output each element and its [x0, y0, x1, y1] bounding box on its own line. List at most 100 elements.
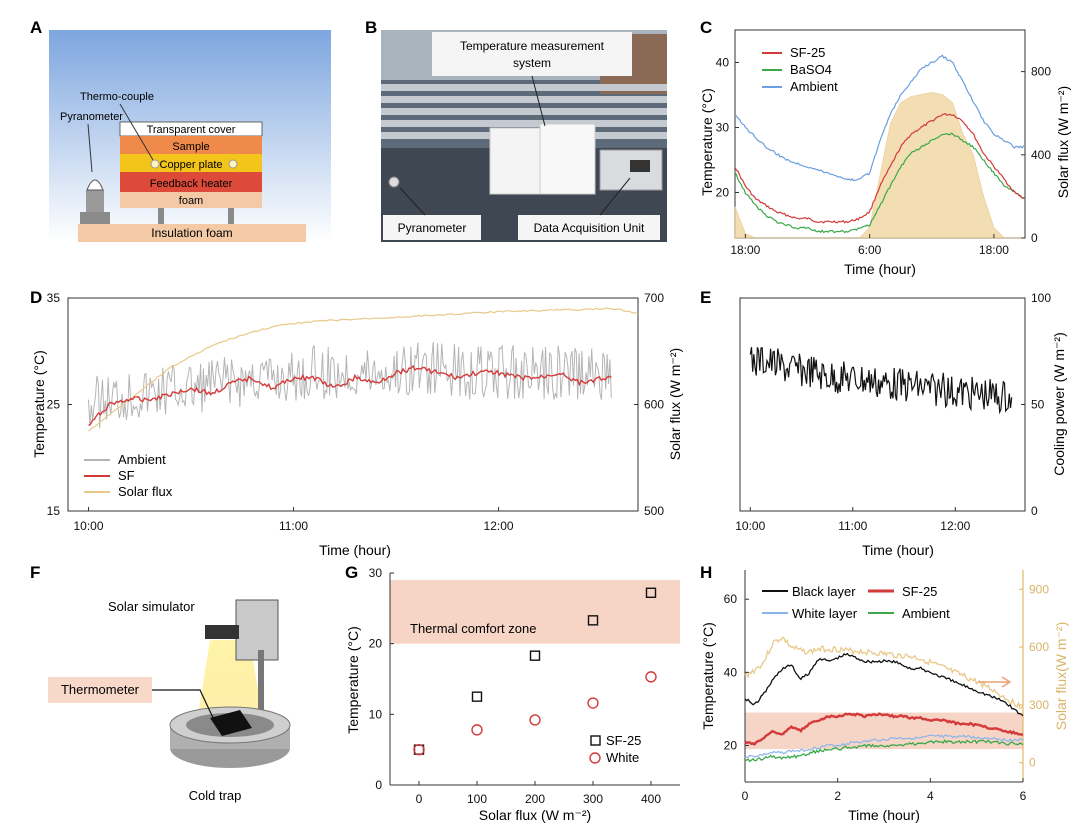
- daq-pointer: [599, 177, 631, 216]
- pyranometer-label-b: Pyranometer: [398, 221, 467, 235]
- d-x-tick-label: 12:00: [484, 519, 514, 533]
- h-y-tick-label: 40: [724, 665, 738, 679]
- d-y2-tick-label: 700: [644, 291, 664, 305]
- thermometer-label: Thermometer: [61, 682, 140, 697]
- d-series-sf: [88, 364, 612, 427]
- sample-layer: [120, 136, 262, 154]
- panel-b: B Temperature measurement system Pyranom…: [365, 18, 667, 242]
- d-y-tick-label: 35: [47, 291, 61, 305]
- h-y2-tick-label: 300: [1029, 698, 1049, 712]
- h-series-solar-flux: [744, 636, 1024, 710]
- photo-pyranometer: [388, 176, 400, 188]
- d-legend-sf: SF: [118, 468, 135, 483]
- h-series-black-layer: [744, 652, 1024, 717]
- h-x-tick-label: 4: [927, 789, 934, 803]
- g-y-tick-label: 0: [375, 778, 382, 792]
- g-x-tick-label: 200: [525, 792, 545, 806]
- insulation-foam-block: [78, 224, 306, 242]
- pyranometer-base: [80, 212, 110, 224]
- c-legend-ambient: Ambient: [790, 79, 838, 94]
- g-x-tick-label: 400: [641, 792, 661, 806]
- h-y2-tick-label: 600: [1029, 640, 1049, 654]
- h-y-tick-label: 20: [724, 738, 738, 752]
- e-data-marks: 10:00 11:00 12:00 0 50 100: [735, 291, 1051, 533]
- c-y2-tick-label: 0: [1031, 231, 1038, 245]
- h-x-tick-label: 6: [1020, 789, 1027, 803]
- panel-h-letter: H: [700, 563, 712, 582]
- panel-d: D 10:00 11:00 12:00 15 25 35 500 600 700 Tempera…: [30, 288, 683, 558]
- thermocouple-dot: [150, 159, 160, 169]
- g-legend-white: White: [606, 750, 639, 765]
- g-legend: SF-25 White: [589, 733, 641, 765]
- temp-system-pointer: [531, 75, 546, 127]
- thermocouple-pointer: [119, 103, 154, 161]
- e-y-axis-label: Cooling power (W m⁻²): [1051, 332, 1067, 476]
- panel-a-letter: A: [30, 18, 42, 37]
- panel-g-letter: G: [345, 563, 358, 582]
- e-y-tick-label: 0: [1031, 504, 1038, 518]
- temp-system-label-2: system: [513, 56, 551, 70]
- d-y-tick-label: 25: [47, 398, 61, 412]
- h-y2-axis-label: Solar flux(W m⁻²): [1053, 622, 1069, 731]
- c-y2-tick-label: 400: [1031, 148, 1051, 162]
- d-series-solar-flux: [88, 307, 639, 432]
- e-x-tick-label: 10:00: [735, 519, 765, 533]
- c-legend-sf25: SF-25: [790, 45, 825, 60]
- comfort-zone-label: Thermal comfort zone: [410, 621, 536, 636]
- h-legend-sf25: SF-25: [902, 584, 937, 599]
- h-series-sf25: [744, 712, 1023, 746]
- g-y-tick-label: 10: [369, 707, 383, 721]
- panel-e: E 10:00 11:00 12:00 0 50 100 Cooling power (W…: [700, 288, 1067, 558]
- thermometer-box: [48, 677, 152, 703]
- plot-frame: [67, 297, 639, 512]
- daq-label: Data Acquisition Unit: [534, 221, 645, 235]
- g-x-tick-label: 100: [467, 792, 487, 806]
- g-point-white: [587, 697, 599, 709]
- g-data-marks: 0 100 200 300 400 0 10 20 30: [369, 566, 662, 806]
- g-legend-sf25: SF-25: [606, 733, 641, 748]
- g-y-tick-label: 30: [369, 566, 383, 580]
- c-x-axis-label: Time (hour): [844, 261, 916, 277]
- daq-box: [518, 215, 660, 240]
- e-y-tick-label: 50: [1031, 398, 1045, 412]
- c-y-tick-label: 20: [716, 186, 730, 200]
- e-y-tick-label: 100: [1031, 291, 1051, 305]
- g-y-tick-label: 20: [369, 637, 383, 651]
- d-y-axis-label: Temperature (°C): [31, 350, 47, 458]
- e-x-axis-label: Time (hour): [862, 542, 934, 558]
- copper-plate-label: Copper plate: [160, 159, 223, 171]
- insulation-foam-label: Insulation foam: [151, 226, 232, 240]
- daq-screen: [630, 160, 650, 172]
- c-legend-baso4: BaSO4: [790, 62, 832, 77]
- panel-d-letter: D: [30, 288, 42, 307]
- c-y-axis-label: Temperature (°C): [699, 88, 715, 196]
- simulator-lamp-housing: [235, 599, 279, 661]
- h-y2-tick-label: 900: [1029, 582, 1049, 596]
- g-point-white: [413, 743, 425, 756]
- c-y-tick-label: 40: [716, 56, 730, 70]
- g-point-white: [529, 714, 541, 726]
- box-leg: [228, 208, 234, 224]
- c-series-ambient: [734, 54, 1026, 182]
- h-legend-white: White layer: [792, 606, 858, 621]
- panel-c-letter: C: [700, 18, 712, 37]
- pyranometer-pointer-b: [399, 187, 426, 216]
- h-series-ambient: [744, 739, 1024, 763]
- h-y-tick-label: 60: [724, 592, 738, 606]
- foam-label: foam: [179, 195, 203, 207]
- d-y2-axis-label: Solar flux (W m⁻²): [667, 348, 683, 460]
- g-x-axis-label: Solar flux (W m⁻²): [479, 807, 591, 823]
- h-series-white-layer: [744, 734, 1024, 758]
- panel-b-letter: B: [365, 18, 377, 37]
- g-point-sf25: [529, 650, 541, 661]
- g-point-white: [645, 671, 657, 683]
- c-y2-axis-label: Solar flux (W m⁻²): [1055, 86, 1071, 198]
- g-x-tick-label: 300: [583, 792, 603, 806]
- h-x-axis-label: Time (hour): [848, 807, 920, 823]
- e-series-cooling-power: [749, 347, 1013, 415]
- e-x-tick-label: 11:00: [838, 519, 867, 533]
- transparent-cover-label: Transparent cover: [147, 124, 236, 136]
- e-x-tick-label: 12:00: [940, 519, 970, 533]
- thermocouple-dot: [228, 159, 238, 169]
- panel-e-letter: E: [700, 288, 711, 307]
